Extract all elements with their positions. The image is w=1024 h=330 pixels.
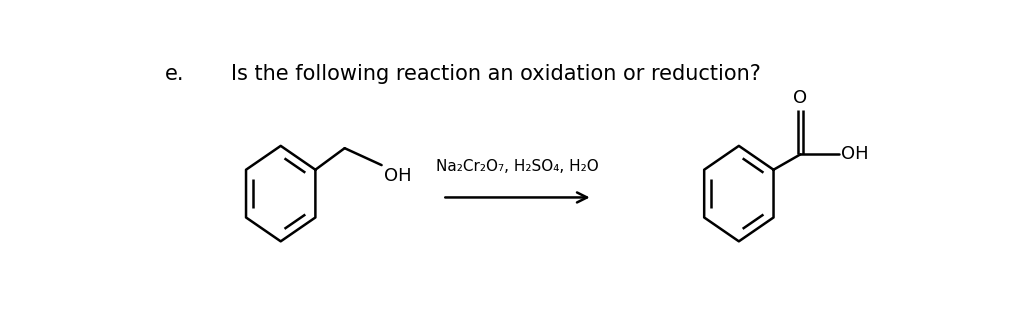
Text: Na₂Cr₂O₇, H₂SO₄, H₂O: Na₂Cr₂O₇, H₂SO₄, H₂O: [436, 159, 599, 174]
Text: Is the following reaction an oxidation or reduction?: Is the following reaction an oxidation o…: [230, 64, 761, 84]
Text: e.: e.: [165, 64, 184, 84]
Text: O: O: [794, 88, 808, 107]
Text: OH: OH: [841, 145, 868, 163]
Text: OH: OH: [384, 167, 412, 185]
